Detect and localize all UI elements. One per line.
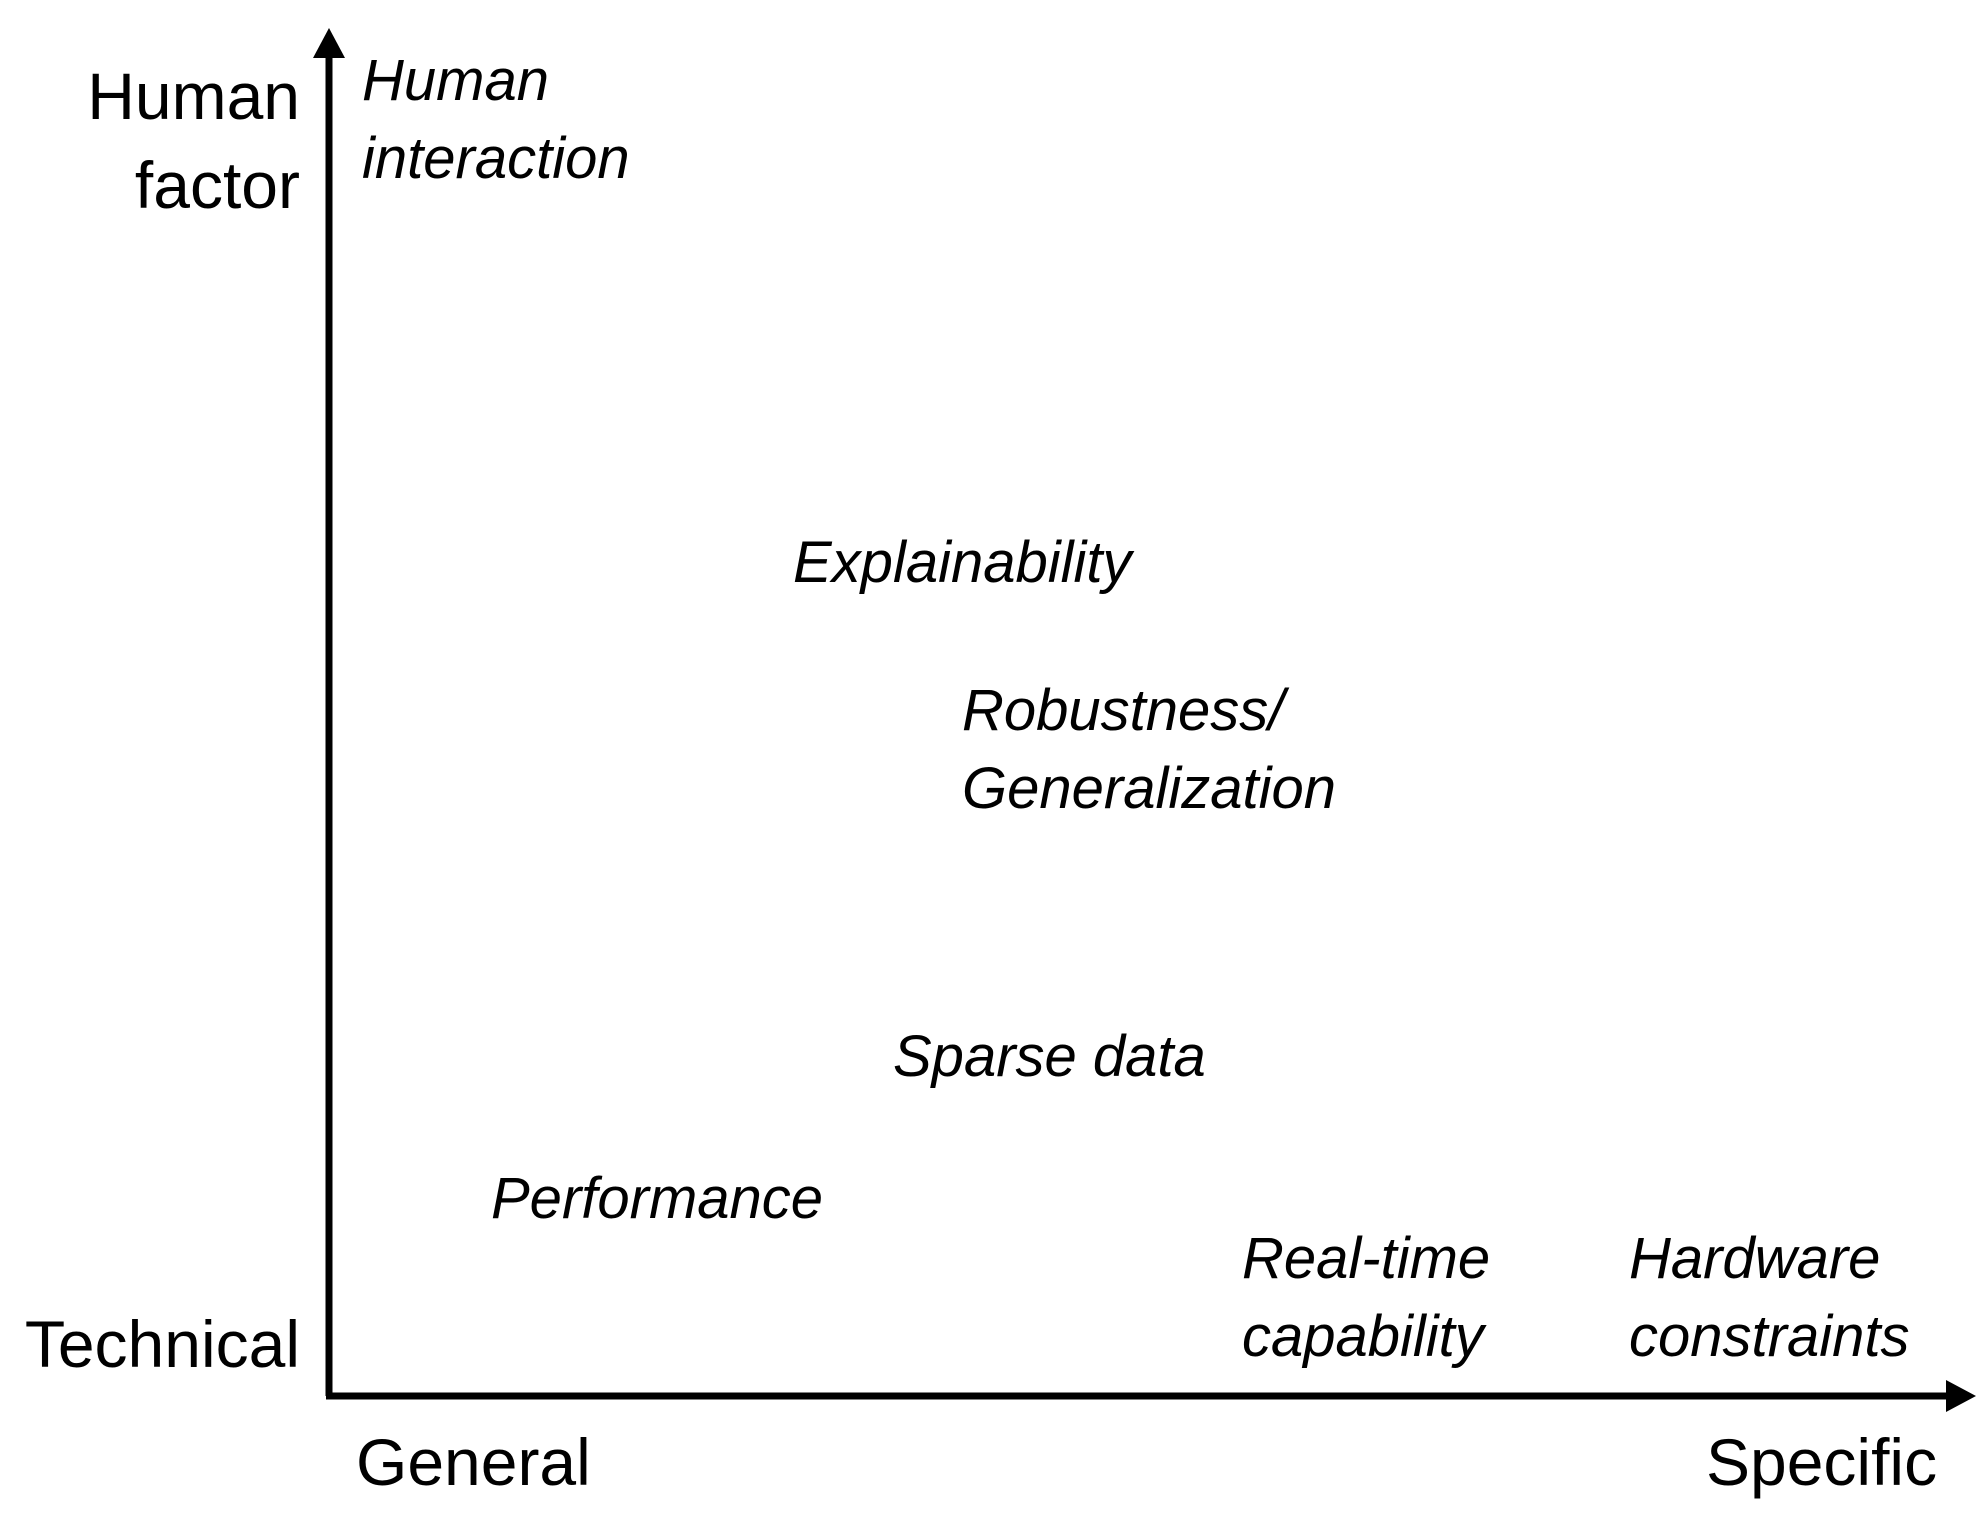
x-axis-arrowhead [1946, 1380, 1976, 1412]
y-axis-top-label-line-2: factor [134, 148, 300, 223]
sparse-data-label: Sparse data [893, 1018, 1206, 1096]
real-time-line-1: Real-time [1242, 1226, 1491, 1291]
sparse-data-line-1: Sparse data [893, 1024, 1206, 1089]
real-time-capability-label: Real-time capability [1242, 1220, 1490, 1377]
x-axis-right-label: Specific [1706, 1425, 1938, 1499]
real-time-line-2: capability [1242, 1304, 1484, 1370]
explainability-line-1: Explainability [793, 530, 1132, 595]
x-axis-left-label: General [356, 1425, 591, 1499]
performance-line-1: Performance [491, 1166, 824, 1231]
hardware-constraints-label: Hardware constraints [1629, 1220, 1909, 1377]
hardware-line-2: constraints [1629, 1304, 1910, 1370]
y-axis-bottom-label: Technical [24, 1307, 300, 1381]
y-axis-top-label: Human factor [60, 52, 300, 230]
y-axis-arrowhead [313, 28, 345, 58]
hardware-line-1: Hardware [1629, 1226, 1881, 1291]
human-interaction-line-2: interaction [362, 126, 630, 192]
y-axis-top-label-line-1: Human [87, 59, 300, 133]
robustness-line-1: Robustness/ [962, 678, 1285, 743]
human-interaction-line-1: Human [362, 48, 549, 113]
explainability-label: Explainability [793, 524, 1132, 602]
robustness-line-2: Generalization [962, 756, 1336, 822]
robustness-generalization-label: Robustness/ Generalization [962, 672, 1336, 829]
human-interaction-label: Human interaction [362, 42, 630, 199]
performance-label: Performance [491, 1160, 823, 1238]
